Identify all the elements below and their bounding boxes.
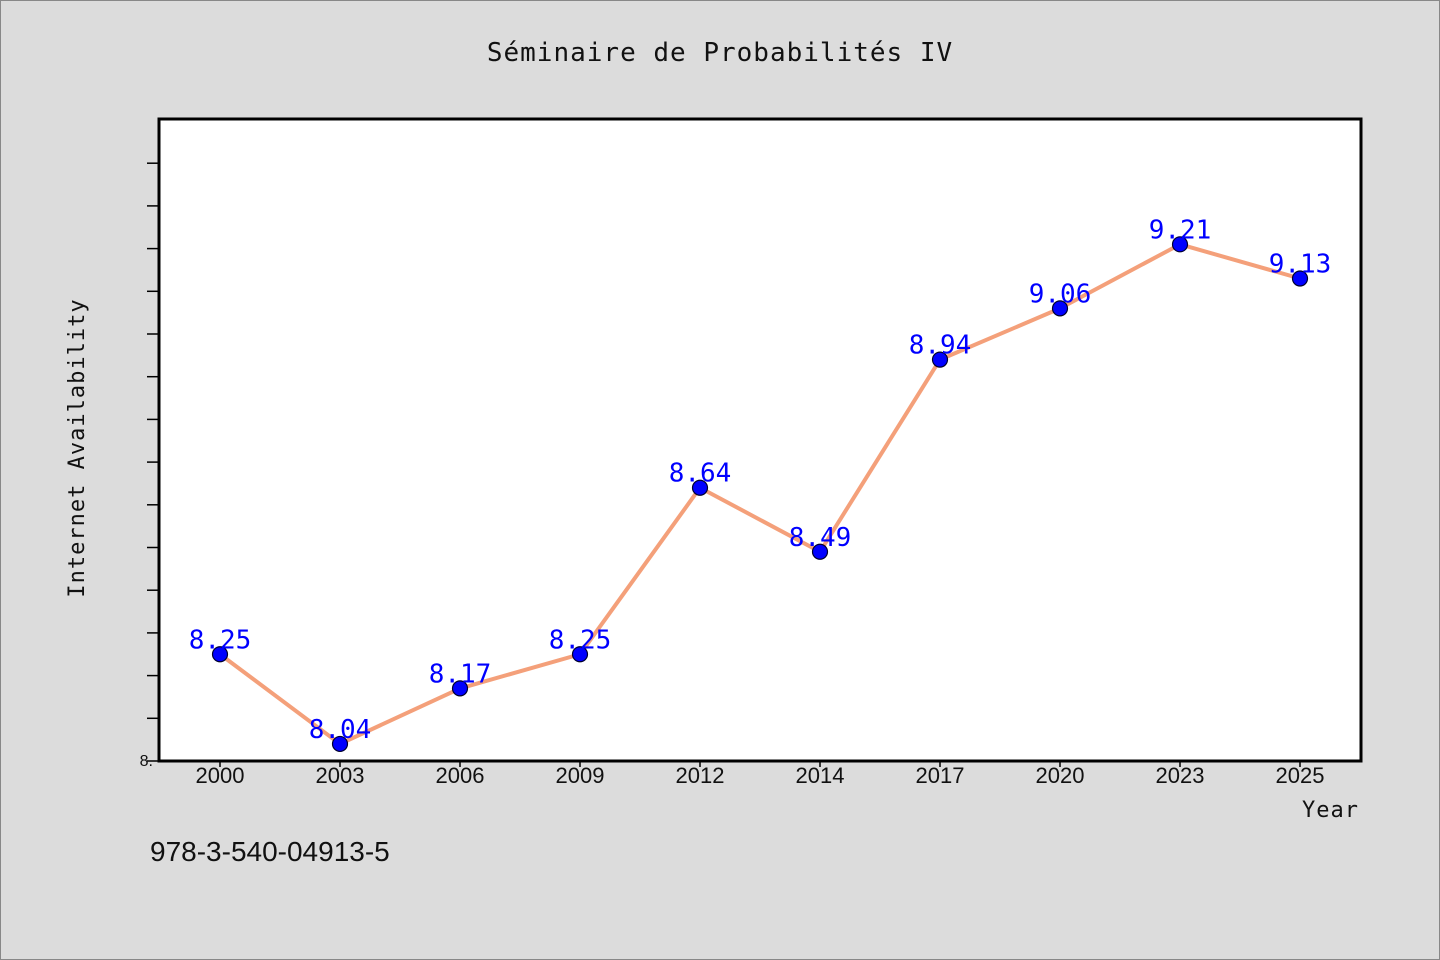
data-point xyxy=(571,646,589,663)
x-tick-label: 2009 xyxy=(556,763,605,788)
x-tick-label: 2003 xyxy=(316,763,365,788)
data-label: 8.94 xyxy=(909,331,972,361)
x-tick-label: 2014 xyxy=(796,763,845,788)
data-label: 8.64 xyxy=(669,459,732,489)
data-point xyxy=(331,735,349,753)
data-point xyxy=(811,543,829,560)
data-label: 8.25 xyxy=(549,625,612,655)
data-point xyxy=(1171,236,1189,253)
data-label: 9.06 xyxy=(1029,279,1092,309)
data-point xyxy=(211,646,229,663)
x-tick-label: 2006 xyxy=(436,763,485,788)
data-point xyxy=(691,479,709,496)
x-tick-label: 2000 xyxy=(196,763,245,788)
data-point xyxy=(1051,300,1069,317)
x-tick-label: 2012 xyxy=(676,763,725,788)
data-label: 9.21 xyxy=(1149,215,1212,245)
series-line xyxy=(218,242,1302,746)
x-tick-label: 2025 xyxy=(1276,763,1325,788)
data-label: 8.04 xyxy=(309,715,372,745)
x-tick-label: 2017 xyxy=(916,763,965,788)
plot-area xyxy=(157,117,1363,763)
x-axis-ticks: 2000 2003 2006 2009 2012 2014 2017 2020 2023 2025 xyxy=(196,761,1325,788)
data-point xyxy=(451,680,469,697)
data-label: 8.49 xyxy=(789,523,852,553)
data-label: 8.25 xyxy=(189,625,252,655)
y-axis-label: Internet Availability xyxy=(65,298,90,597)
y-axis-ticks xyxy=(147,162,158,762)
y-tick-label: 8. xyxy=(140,753,153,770)
data-label: 9.13 xyxy=(1269,249,1332,279)
footer-isbn: 978-3-540-04913-5 xyxy=(150,836,390,867)
data-point xyxy=(1291,270,1309,287)
chart-title: Séminaire de Probabilités IV xyxy=(487,38,953,68)
data-point xyxy=(931,351,949,368)
x-tick-label: 2020 xyxy=(1036,763,1085,788)
x-tick-label: 2023 xyxy=(1156,763,1205,788)
data-label: 8.17 xyxy=(429,659,492,689)
x-axis-label: Year xyxy=(1302,798,1359,823)
series-layer: 8.25 8.04 8.17 8.25 8.64 8.49 8.94 9.06 9.21 9.13 xyxy=(189,215,1332,753)
